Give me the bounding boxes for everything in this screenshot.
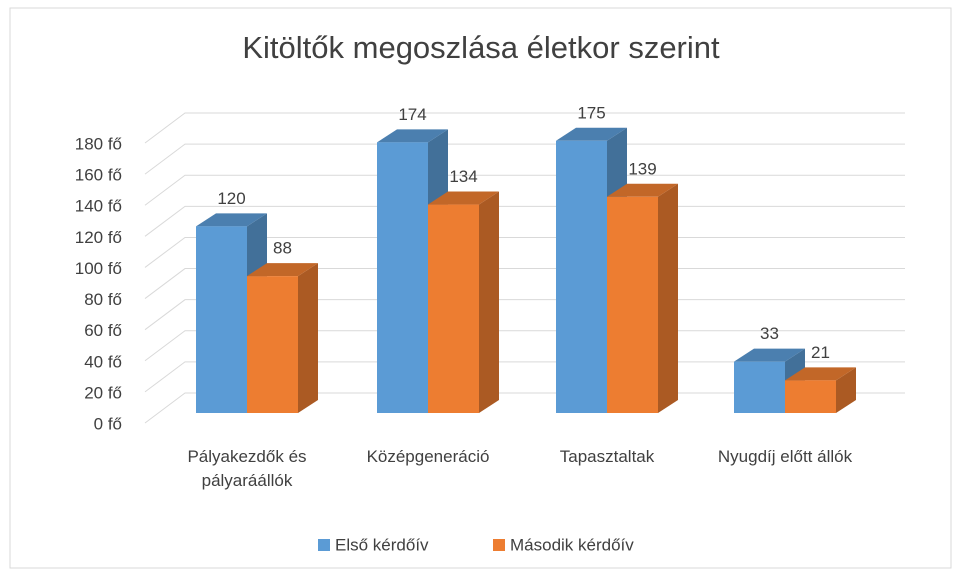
- bar-front: [247, 276, 298, 413]
- bar-side: [479, 191, 499, 413]
- data-label: 120: [217, 189, 245, 208]
- bar-front: [785, 380, 836, 413]
- x-tick-label: Középgeneráció: [366, 447, 490, 466]
- bar: [607, 183, 678, 413]
- chart-border: [9, 7, 952, 569]
- data-label: 134: [449, 167, 477, 186]
- y-tick-label: 60 fő: [84, 321, 122, 340]
- bar-top: [734, 348, 805, 362]
- grid-line: [144, 112, 905, 144]
- y-tick-label: 0 fő: [94, 414, 122, 433]
- y-tick-label: 120 fő: [75, 228, 122, 247]
- bar-top: [377, 129, 448, 143]
- data-label: 139: [628, 159, 656, 178]
- grid-line: [144, 143, 905, 175]
- x-tick-label: Pályakezdők és pályaráállók: [187, 447, 307, 490]
- bar-top: [247, 263, 318, 277]
- bar-side: [658, 183, 678, 413]
- x-tick-label: Nyugdíj előtt állók: [717, 447, 853, 466]
- y-tick-label: 20 fő: [84, 383, 122, 402]
- legend-swatch: [318, 539, 330, 551]
- y-tick-label: 180 fő: [75, 134, 122, 153]
- grid-line: [144, 174, 905, 206]
- x-tick-label: Tapasztaltak: [559, 447, 655, 466]
- chart-title: Kitöltők megoszlása életkor szerint: [242, 30, 720, 65]
- legend-label: Első kérdőív: [335, 535, 429, 554]
- data-label: 21: [811, 343, 830, 362]
- y-tick-label: 40 fő: [84, 352, 122, 371]
- bar-top: [428, 191, 499, 205]
- bar-front: [196, 226, 247, 413]
- data-label: 33: [760, 324, 779, 343]
- y-tick-label: 100 fő: [75, 259, 122, 278]
- bar: [247, 263, 318, 413]
- bar-front: [377, 142, 428, 414]
- y-tick-label: 80 fő: [84, 290, 122, 309]
- bar-front: [428, 204, 479, 413]
- bar-side: [298, 263, 318, 413]
- data-label: 88: [273, 239, 292, 258]
- data-label: 175: [577, 103, 605, 122]
- bar-front: [607, 196, 658, 413]
- bar: [785, 367, 856, 413]
- bar-top: [785, 367, 856, 381]
- legend-swatch: [493, 539, 505, 551]
- bar: [428, 191, 499, 413]
- bar-side: [836, 367, 856, 413]
- y-tick-label: 160 fő: [75, 166, 122, 185]
- bar-front: [734, 361, 785, 413]
- data-label: 174: [398, 105, 426, 124]
- bar-front: [556, 140, 607, 413]
- bar-top: [607, 183, 678, 197]
- legend-label: Második kérdőív: [510, 535, 634, 554]
- y-tick-label: 140 fő: [75, 197, 122, 216]
- bar-top: [556, 127, 627, 141]
- bar-top: [196, 213, 267, 227]
